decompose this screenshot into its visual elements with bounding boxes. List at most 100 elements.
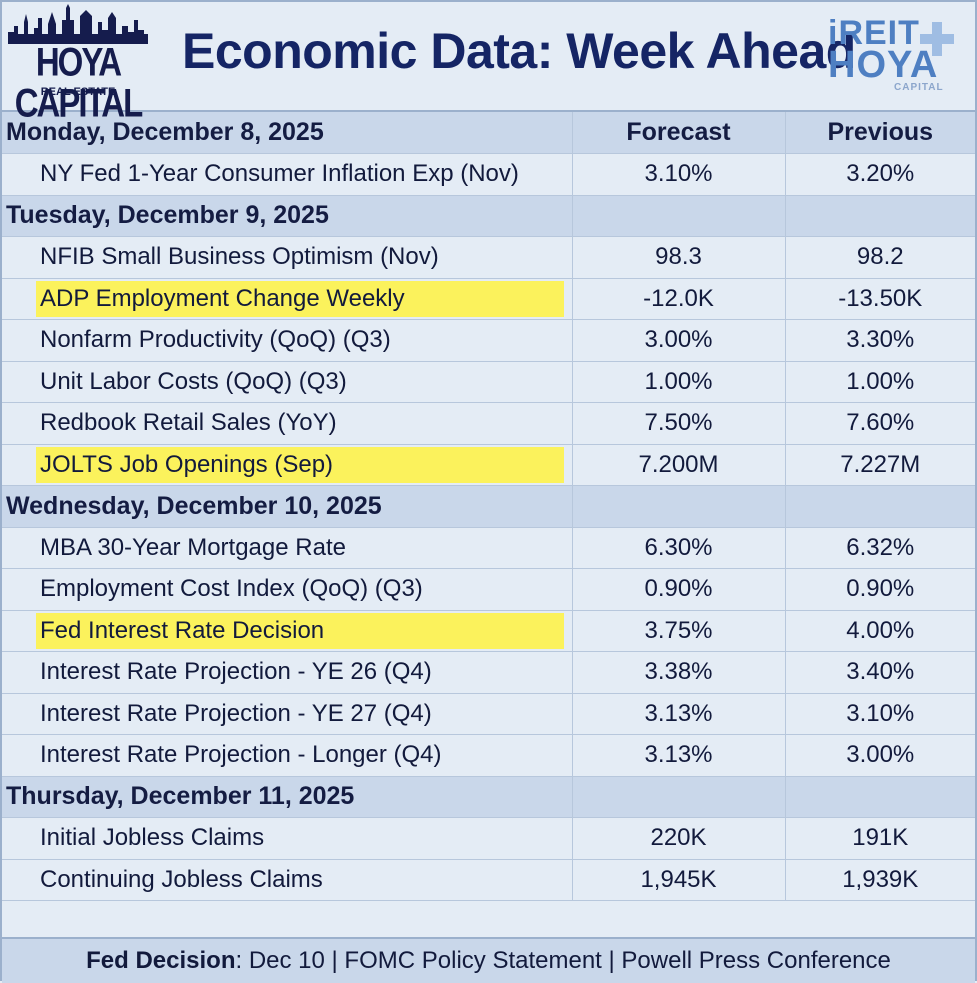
- highlighted-indicator-name: ADP Employment Change Weekly: [36, 280, 564, 317]
- day-header-row: Monday, December 8, 2025 Forecast Previous: [2, 112, 975, 154]
- indicator-name-cell: Interest Rate Projection - YE 27 (Q4): [2, 693, 572, 735]
- forecast-value: 7.50%: [571, 402, 785, 445]
- table-row: Continuing Jobless Claims 1,945K 1,939K: [2, 859, 975, 901]
- previous-value: 191K: [784, 817, 975, 860]
- previous-value: 98.2: [784, 236, 975, 279]
- forecast-value: 3.00%: [571, 319, 785, 362]
- previous-value: 1.00%: [784, 361, 975, 403]
- table-row: MBA 30-Year Mortgage Rate 6.30% 6.32%: [2, 527, 975, 569]
- previous-value: 3.30%: [784, 319, 975, 362]
- city-skyline-icon: [8, 4, 148, 44]
- forecast-value: 3.13%: [571, 734, 785, 777]
- indicator-name: NY Fed 1-Year Consumer Inflation Exp (No…: [40, 160, 519, 188]
- logo-sub-text: REAL ESTATE: [40, 86, 116, 98]
- forecast-value: 6.30%: [571, 527, 785, 569]
- forecast-value: 3.75%: [571, 610, 785, 652]
- indicator-name-cell: Initial Jobless Claims: [2, 817, 572, 860]
- indicator-name: Continuing Jobless Claims: [40, 865, 323, 893]
- table-row: NFIB Small Business Optimism (Nov) 98.3 98…: [2, 236, 975, 279]
- indicator-name-cell: Redbook Retail Sales (YoY): [2, 402, 572, 445]
- indicator-name-cell: Continuing Jobless Claims: [2, 859, 572, 901]
- day-label: Tuesday, December 9, 2025: [2, 195, 572, 237]
- previous-value: -13.50K: [784, 278, 975, 320]
- day-row-blank-cell: [784, 485, 975, 528]
- forecast-value: 98.3: [571, 236, 785, 279]
- indicator-name: NFIB Small Business Optimism (Nov): [40, 243, 439, 271]
- indicator-name: Interest Rate Projection - YE 27 (Q4): [40, 699, 432, 727]
- day-header-row: Thursday, December 11, 2025: [2, 776, 975, 818]
- table-row: Nonfarm Productivity (QoQ) (Q3) 3.00% 3.30…: [2, 319, 975, 362]
- indicator-name: Redbook Retail Sales (YoY): [40, 409, 337, 437]
- economic-data-table: Monday, December 8, 2025 Forecast Previous…: [2, 112, 975, 901]
- indicator-name-cell: Interest Rate Projection - YE 26 (Q4): [2, 651, 572, 694]
- previous-value: 4.00%: [784, 610, 975, 652]
- logo-right-line3: CAPITAL: [894, 82, 944, 93]
- previous-value: 7.60%: [784, 402, 975, 445]
- indicator-name-cell: JOLTS Job Openings (Sep): [2, 444, 572, 486]
- forecast-value: -12.0K: [571, 278, 785, 320]
- logo-right-line2: HOYA: [828, 44, 939, 86]
- day-row-blank-cell: [571, 485, 785, 528]
- day-label: Wednesday, December 10, 2025: [2, 485, 572, 528]
- indicator-name-cell: Unit Labor Costs (QoQ) (Q3): [2, 361, 572, 403]
- day-row-blank-cell: [784, 776, 975, 818]
- plus-cross-icon: [920, 22, 954, 56]
- indicator-name-cell: Employment Cost Index (QoQ) (Q3): [2, 568, 572, 611]
- indicator-name-cell: Nonfarm Productivity (QoQ) (Q3): [2, 319, 572, 362]
- indicator-name-cell: Interest Rate Projection - Longer (Q4): [2, 734, 572, 777]
- table-row: Initial Jobless Claims 220K 191K: [2, 817, 975, 860]
- table-row: Interest Rate Projection - Longer (Q4) 3.…: [2, 734, 975, 777]
- table-row: Redbook Retail Sales (YoY) 7.50% 7.60%: [2, 402, 975, 445]
- forecast-value: 7.200M: [571, 444, 785, 486]
- forecast-value: 220K: [571, 817, 785, 860]
- table-row: Interest Rate Projection - YE 27 (Q4) 3.1…: [2, 693, 975, 735]
- footer-note: Fed Decision: Dec 10 | FOMC Policy State…: [2, 937, 975, 983]
- previous-value: 3.00%: [784, 734, 975, 777]
- indicator-name: Interest Rate Projection - YE 26 (Q4): [40, 658, 432, 686]
- table-row: Employment Cost Index (QoQ) (Q3) 0.90% 0.9…: [2, 568, 975, 611]
- indicator-name-cell: NFIB Small Business Optimism (Nov): [2, 236, 572, 279]
- indicator-name-cell: ADP Employment Change Weekly: [2, 278, 572, 320]
- highlighted-indicator-name: JOLTS Job Openings (Sep): [36, 446, 564, 483]
- previous-value: 6.32%: [784, 527, 975, 569]
- forecast-value: 3.13%: [571, 693, 785, 735]
- previous-value: 7.227M: [784, 444, 975, 486]
- day-row-blank-cell: [571, 776, 785, 818]
- indicator-name: Employment Cost Index (QoQ) (Q3): [40, 575, 423, 603]
- forecast-value: 0.90%: [571, 568, 785, 611]
- page-title: Economic Data: Week Ahead: [182, 23, 856, 79]
- indicator-name-cell: MBA 30-Year Mortgage Rate: [2, 527, 572, 569]
- previous-column-header: Previous: [784, 112, 975, 154]
- indicator-name: Unit Labor Costs (QoQ) (Q3): [40, 367, 347, 395]
- day-row-blank-cell: [571, 195, 785, 237]
- indicator-name: Interest Rate Projection - Longer (Q4): [40, 741, 442, 769]
- hoya-capital-logo: HOYA CAPITAL REAL ESTATE: [8, 4, 148, 123]
- table-row: Interest Rate Projection - YE 26 (Q4) 3.3…: [2, 651, 975, 694]
- forecast-value: 1.00%: [571, 361, 785, 403]
- day-header-row: Tuesday, December 9, 2025: [2, 195, 975, 237]
- day-label: Thursday, December 11, 2025: [2, 776, 572, 818]
- table-row: NY Fed 1-Year Consumer Inflation Exp (No…: [2, 153, 975, 196]
- highlighted-indicator-name: Fed Interest Rate Decision: [36, 612, 564, 649]
- table-row: Unit Labor Costs (QoQ) (Q3) 1.00% 1.00%: [2, 361, 975, 403]
- indicator-name: Initial Jobless Claims: [40, 824, 265, 852]
- indicator-name: MBA 30-Year Mortgage Rate: [40, 533, 346, 561]
- footer-text: : Dec 10 | FOMC Policy Statement | Powel…: [235, 947, 891, 974]
- previous-value: 3.10%: [784, 693, 975, 735]
- indicator-name: Nonfarm Productivity (QoQ) (Q3): [40, 326, 391, 354]
- previous-value: 3.40%: [784, 651, 975, 694]
- day-label: Monday, December 8, 2025: [2, 112, 572, 154]
- forecast-column-header: Forecast: [571, 112, 785, 154]
- ireit-hoya-logo: iREIT HOYA CAPITAL: [824, 14, 964, 98]
- logo-right-line1: iREIT: [828, 14, 920, 52]
- table-row: JOLTS Job Openings (Sep) 7.200M 7.227M: [2, 444, 975, 486]
- day-row-blank-cell: [784, 195, 975, 237]
- table-row: Fed Interest Rate Decision 3.75% 4.00%: [2, 610, 975, 652]
- previous-value: 0.90%: [784, 568, 975, 611]
- header: HOYA CAPITAL REAL ESTATE Economic Data: …: [2, 2, 975, 123]
- logo-brand-text: HOYA CAPITAL: [14, 39, 144, 125]
- forecast-value: 3.38%: [571, 651, 785, 694]
- forecast-value: 3.10%: [571, 153, 785, 196]
- previous-value: 3.20%: [784, 153, 975, 196]
